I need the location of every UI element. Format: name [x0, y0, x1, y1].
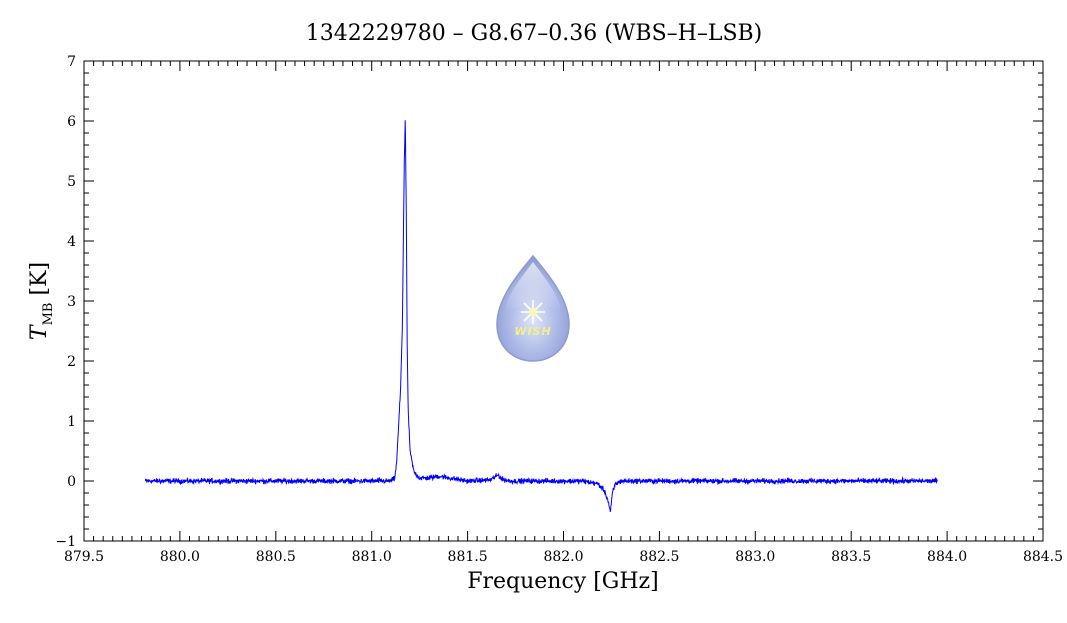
- y-tick-label: 1: [67, 414, 76, 430]
- x-tick-labels: 879.5 880.0 880.5 881.0 881.5 882.0 882.5 883.0…: [64, 549, 1063, 565]
- x-tick-label: 882.0: [543, 549, 583, 565]
- x-tick-label: 883.0: [735, 549, 775, 565]
- y-tick-label: 7: [67, 54, 76, 70]
- svg-text:TMB [K]: TMB [K]: [27, 262, 56, 340]
- x-tick-label: 880.5: [256, 549, 296, 565]
- y-tick-labels: −1 0 1 2 3 4 5 6 7: [55, 54, 76, 550]
- chart-title: 1342229780 – G8.67–0.36 (WBS–H–LSB): [306, 21, 763, 46]
- y-tick-label: 3: [67, 294, 76, 310]
- y-axis-unit: [K]: [27, 262, 52, 296]
- x-tick-label: 879.5: [64, 549, 104, 565]
- spectrum-series-line: [144, 120, 938, 512]
- x-tick-label: 884.0: [927, 549, 967, 565]
- x-tick-label: 884.5: [1023, 549, 1063, 565]
- x-tick-label: 881.0: [352, 549, 392, 565]
- y-axis-title: TMB [K]: [27, 262, 56, 340]
- y-tick-label: 6: [67, 114, 76, 130]
- y-tick-label: 5: [67, 174, 76, 190]
- y-tick-label: 0: [67, 474, 76, 490]
- wish-logo-text: WISH: [514, 325, 551, 338]
- y-tick-label: −1: [55, 534, 76, 550]
- y-tick-label: 2: [67, 354, 76, 370]
- x-tick-label: 882.5: [639, 549, 679, 565]
- y-tick-label: 4: [67, 234, 76, 250]
- y-axis-symbol: T: [27, 323, 52, 340]
- x-tick-label: 883.5: [831, 549, 871, 565]
- x-tick-label: 880.0: [160, 549, 200, 565]
- axis-ticks: [83, 60, 1044, 542]
- y-axis-subscript: MB: [41, 303, 56, 326]
- wish-logo: WISH: [496, 254, 570, 362]
- x-axis-title: Frequency [GHz]: [467, 569, 659, 594]
- x-tick-label: 881.5: [448, 549, 488, 565]
